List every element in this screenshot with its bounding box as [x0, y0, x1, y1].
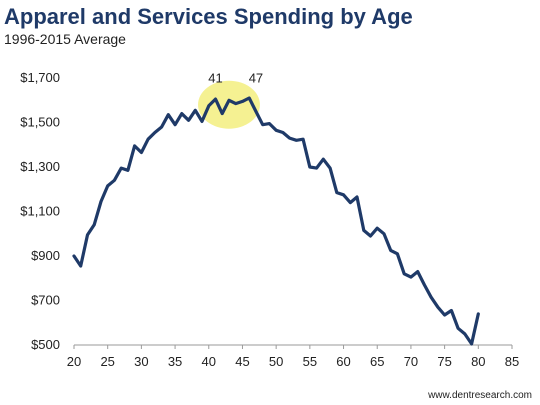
- y-tick-labels: $500 $700 $900 $1,100 $1,300 $1,500 $1,700: [20, 70, 60, 352]
- x-tick-label: 50: [269, 354, 283, 369]
- y-tick-label: $1,300: [20, 159, 60, 174]
- annotation-label: 47: [249, 70, 263, 85]
- annotation-label: 41: [208, 70, 222, 85]
- y-tick-label: $1,700: [20, 70, 60, 85]
- series-layer: [72, 96, 480, 346]
- x-tick-label: 70: [404, 354, 418, 369]
- x-tick-label: 65: [370, 354, 384, 369]
- x-tick-labels: 20 25 30 35 40 45 50 55 60 65 70 75 80 85: [67, 354, 519, 369]
- x-tick-label: 80: [471, 354, 485, 369]
- chart-subtitle: 1996-2015 Average: [4, 31, 126, 47]
- peak-highlight-layer: [198, 80, 260, 129]
- x-tick-label: 25: [100, 354, 114, 369]
- y-tick-label: $500: [31, 337, 60, 352]
- annotation-layer: 41 47: [208, 70, 263, 85]
- y-tick-label: $1,500: [20, 115, 60, 130]
- x-tick-label: 45: [235, 354, 249, 369]
- peak-highlight-ellipse: [198, 80, 260, 129]
- x-tick-label: 40: [202, 354, 216, 369]
- series-line: [72, 96, 480, 346]
- x-tick-label: 35: [168, 354, 182, 369]
- x-tick-label: 55: [303, 354, 317, 369]
- x-tick-label: 85: [505, 354, 519, 369]
- y-tick-label: $700: [31, 293, 60, 308]
- y-tick-label: $1,100: [20, 204, 60, 219]
- source-credit: www.dentresearch.com: [428, 390, 532, 401]
- chart-title: Apparel and Services Spending by Age: [4, 4, 413, 29]
- y-tick-label: $900: [31, 248, 60, 263]
- x-tick-label: 60: [336, 354, 350, 369]
- x-tick-label: 20: [67, 354, 81, 369]
- x-tick-label: 75: [437, 354, 451, 369]
- x-tick-label: 30: [134, 354, 148, 369]
- axes: [73, 344, 513, 349]
